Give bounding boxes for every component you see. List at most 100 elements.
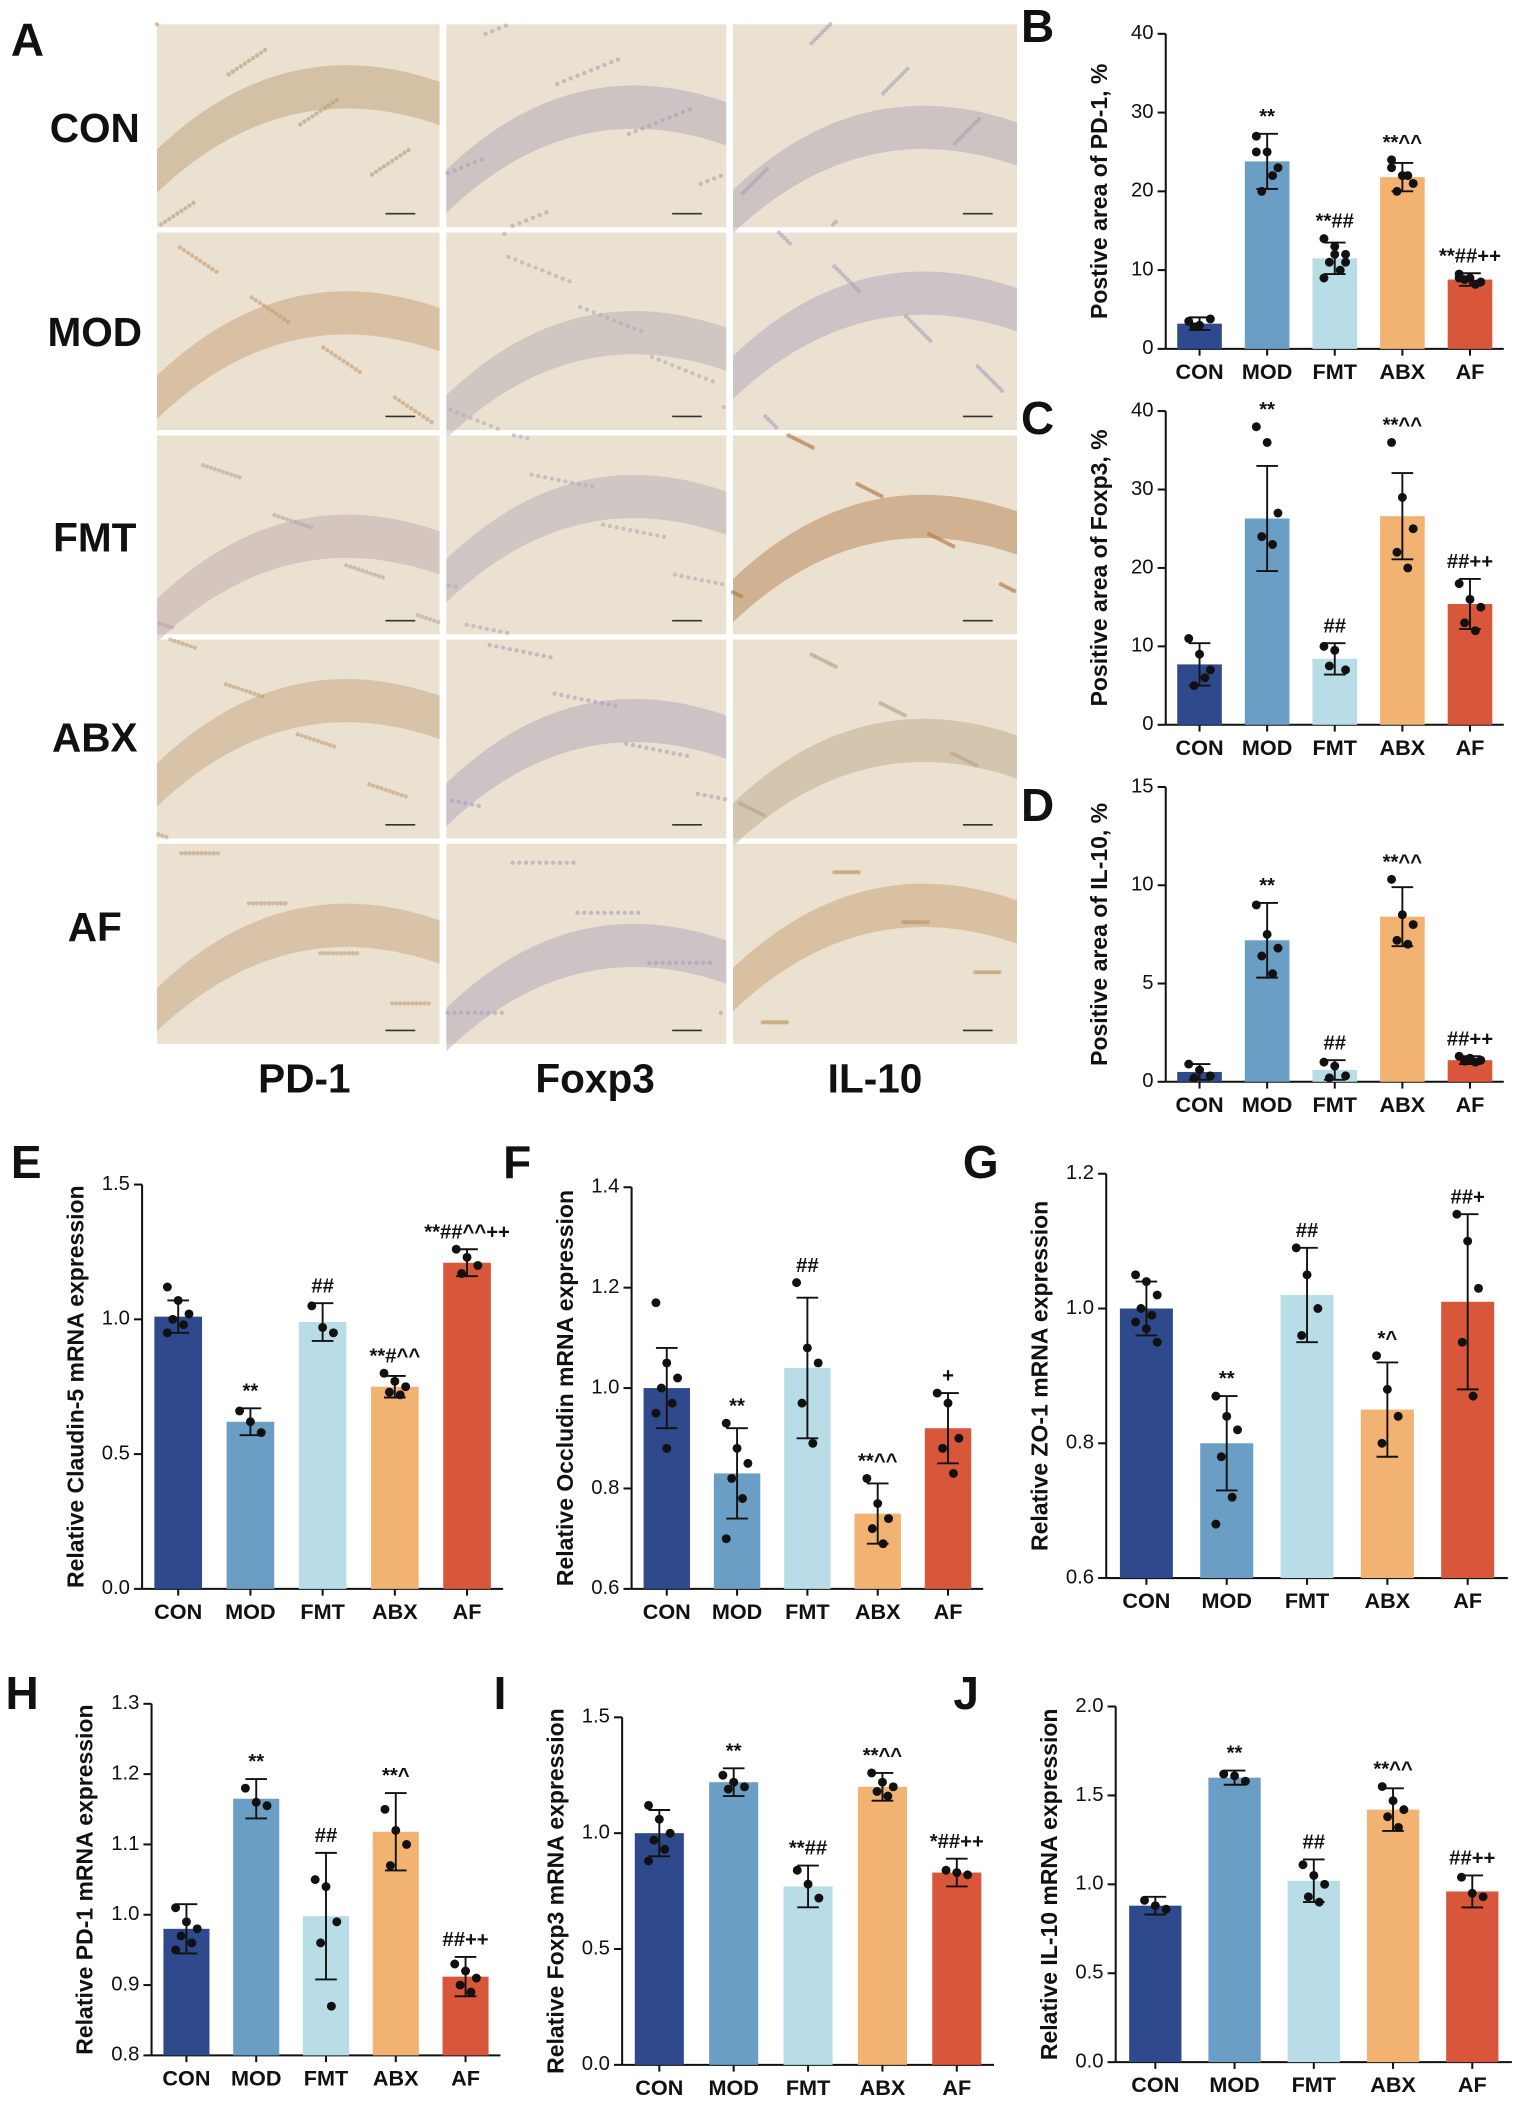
cell	[590, 484, 595, 489]
x-tick-label: FMT	[1285, 1588, 1329, 1613]
data-point	[1324, 661, 1334, 671]
bar	[709, 1782, 759, 2065]
cell	[511, 433, 517, 438]
cell	[350, 951, 356, 956]
cell	[586, 698, 591, 703]
bar	[634, 1833, 684, 2065]
cell	[327, 742, 333, 748]
cell	[338, 951, 344, 956]
y-tick-label: 1.2	[111, 1762, 139, 1784]
cell	[513, 257, 518, 262]
data-point	[1392, 547, 1402, 557]
cell	[822, 27, 828, 32]
cell	[705, 179, 710, 184]
cell	[976, 116, 982, 122]
y-tick-label: 0.8	[591, 1477, 619, 1499]
data-point	[1372, 1351, 1382, 1361]
data-point	[1408, 524, 1418, 534]
cell	[706, 579, 711, 584]
data-point	[1161, 1904, 1171, 1914]
cell	[164, 834, 169, 840]
significance-label: **	[1259, 399, 1275, 421]
cell	[553, 273, 559, 279]
cell-layer	[156, 291, 440, 419]
data-point	[1309, 1870, 1319, 1880]
cell	[565, 694, 571, 699]
data-point	[1387, 437, 1397, 447]
data-point	[941, 1865, 951, 1875]
data-point	[1454, 273, 1464, 283]
data-point	[1470, 1057, 1480, 1067]
cell	[925, 920, 930, 925]
data-point	[235, 1406, 245, 1416]
cell	[905, 66, 910, 72]
y-axis-label: Relative Occludin mRNA expression	[552, 1190, 578, 1586]
cell	[568, 76, 573, 81]
significance-label: **	[729, 1395, 745, 1417]
data-point	[1463, 1236, 1473, 1246]
cell	[310, 114, 315, 119]
cell	[367, 782, 372, 787]
cell	[465, 1010, 471, 1015]
data-point	[1457, 1337, 1467, 1347]
cell	[252, 691, 257, 696]
cell	[563, 479, 568, 484]
cell	[978, 366, 983, 372]
data-point	[1314, 1897, 1324, 1907]
data-point	[644, 1856, 653, 1866]
cell	[695, 791, 701, 796]
cell	[383, 787, 388, 792]
cell	[464, 622, 469, 627]
cell	[226, 72, 231, 77]
cell	[208, 465, 214, 471]
data-point	[256, 1428, 266, 1437]
cell	[641, 530, 646, 535]
x-tick-label: FMT	[785, 1599, 829, 1624]
bar	[226, 1421, 275, 1589]
data-point	[862, 1473, 872, 1483]
cell	[745, 185, 751, 191]
cell	[166, 216, 172, 222]
cell	[687, 107, 692, 112]
significance-label: ##	[315, 1825, 338, 1847]
cell	[419, 614, 425, 619]
y-tick-label: 0	[1142, 1070, 1153, 1092]
cell	[834, 266, 840, 272]
row-label: FMT	[53, 515, 137, 561]
cell	[720, 581, 725, 587]
data-point	[1141, 1324, 1151, 1334]
cell	[246, 901, 252, 906]
data-point	[162, 1328, 172, 1338]
significance-label: **##^^++	[424, 1221, 510, 1243]
cell	[303, 734, 308, 740]
data-point	[888, 1782, 898, 1792]
cell	[503, 23, 509, 28]
data-point	[1268, 969, 1278, 979]
x-tick-label: MOD	[1242, 735, 1292, 760]
cell	[711, 176, 717, 181]
data-point	[723, 1784, 733, 1794]
cell	[281, 316, 287, 322]
cell	[311, 737, 316, 742]
cell	[572, 695, 577, 700]
y-tick-label: 0.5	[102, 1442, 130, 1464]
cell	[630, 742, 636, 748]
micrograph	[156, 843, 440, 1044]
cell	[966, 127, 971, 132]
cell	[157, 621, 162, 626]
cell	[326, 951, 331, 956]
cell	[710, 379, 715, 384]
y-tick-label: 10	[1131, 635, 1154, 657]
data-point	[1273, 163, 1283, 173]
cell	[569, 480, 575, 485]
data-point	[792, 1278, 802, 1288]
cell	[495, 426, 500, 431]
cell	[446, 583, 452, 588]
cell	[564, 860, 569, 865]
significance-label: **	[243, 1380, 259, 1402]
cell	[653, 960, 659, 965]
cell	[210, 266, 215, 272]
cell	[782, 235, 787, 241]
panel-letter: G	[963, 1136, 999, 1188]
